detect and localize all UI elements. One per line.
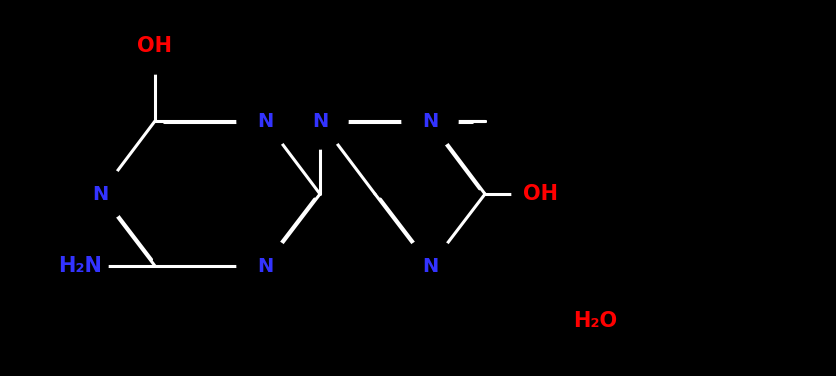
Circle shape <box>401 93 457 149</box>
Circle shape <box>512 166 568 222</box>
Text: OH: OH <box>522 184 557 204</box>
Text: N: N <box>257 112 273 130</box>
Circle shape <box>127 18 183 74</box>
Circle shape <box>292 93 348 149</box>
Circle shape <box>72 166 128 222</box>
Circle shape <box>237 93 293 149</box>
Text: N: N <box>92 185 108 203</box>
Circle shape <box>52 238 108 294</box>
Text: N: N <box>421 256 437 276</box>
Text: H₂O: H₂O <box>573 311 616 331</box>
Circle shape <box>566 293 622 349</box>
Circle shape <box>237 238 293 294</box>
Text: H₂N: H₂N <box>58 256 102 276</box>
Text: N: N <box>257 256 273 276</box>
Text: OH: OH <box>137 36 172 56</box>
Text: N: N <box>421 112 437 130</box>
Circle shape <box>401 238 457 294</box>
Text: N: N <box>312 112 328 130</box>
